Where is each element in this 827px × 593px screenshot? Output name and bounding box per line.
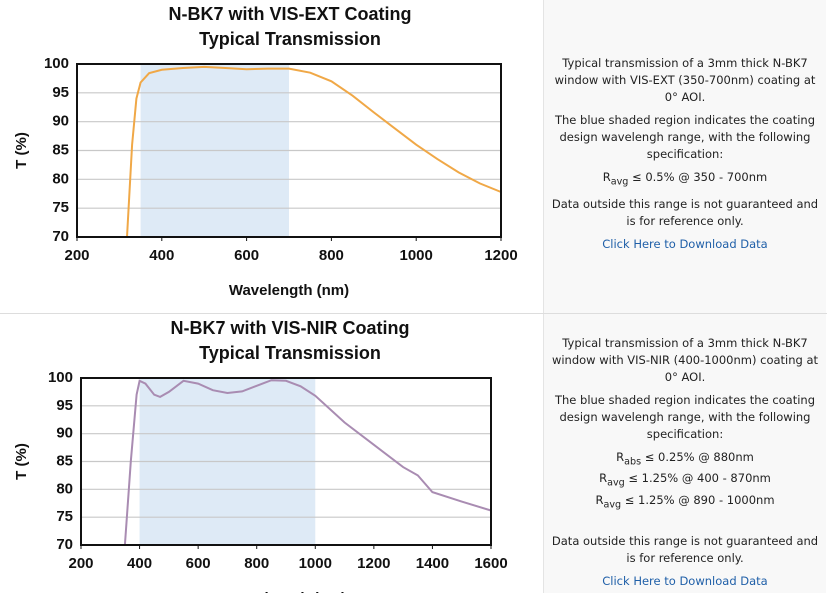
x-tick-label: 200 <box>64 247 89 264</box>
x-axis-label: Wavelength (nm) <box>226 590 346 593</box>
x-tick-label: 600 <box>186 555 211 572</box>
x-tick-label: 1200 <box>484 247 517 264</box>
download-link[interactable]: Click Here to Download Data <box>602 237 768 252</box>
chart-title: Typical Transmission <box>199 29 381 49</box>
spec-text: ≤ 0.5% @ 350 - 700nm <box>632 170 768 184</box>
y-tick-label: 70 <box>56 536 73 553</box>
x-tick-label: 1400 <box>416 555 449 572</box>
chart: N-BK7 with VIS-NIR Coating Typical Transm… <box>13 318 508 593</box>
spec-symbol: R <box>616 450 625 464</box>
x-tick-label: 1000 <box>299 555 332 572</box>
x-tick-label: 1200 <box>357 555 390 572</box>
y-tick-label: 85 <box>52 141 69 158</box>
x-axis-label: Wavelength (nm) <box>229 282 349 299</box>
paragraph: Typical transmission of a 3mm thick N-BK… <box>554 56 816 104</box>
plot-frame <box>80 377 492 546</box>
y-tick-label: 75 <box>52 199 69 216</box>
y-tick-label: 75 <box>56 508 73 525</box>
y-tick-label: 95 <box>56 397 73 414</box>
paragraph: The blue shaded region indicates the coa… <box>554 113 816 161</box>
paragraph: Typical transmission of a 3mm thick N-BK… <box>551 336 819 384</box>
y-tick-label: 90 <box>52 113 69 130</box>
spec-line: Ravg ≤ 1.25% @ 890 - 1000nm <box>548 492 822 513</box>
y-tick-label: 90 <box>56 425 73 442</box>
spec-line: Ravg ≤ 1.25% @ 400 - 870nm <box>548 470 822 491</box>
x-tick-label: 1000 <box>400 247 433 264</box>
x-tick-label: 400 <box>149 247 174 264</box>
data-line <box>123 379 492 546</box>
y-axis-label: T (%) <box>13 132 30 169</box>
spec-symbol: R <box>595 492 604 507</box>
spec-subscript: avg <box>603 498 622 510</box>
row: N-BK7 with VIS-NIR Coating Typical Transm… <box>0 314 827 593</box>
spec-subscript: avg <box>610 176 629 188</box>
note: Data outside this range is not guarantee… <box>551 197 819 229</box>
spec-subscript: avg <box>607 477 625 489</box>
paragraph: The blue shaded region indicates the coa… <box>554 393 816 441</box>
y-tick-label: 85 <box>56 452 73 469</box>
row: N-BK7 with VIS-EXT Coating Typical Transm… <box>0 0 827 314</box>
spec-line: Ravg ≤ 0.5% @ 350 - 700nm <box>548 169 822 190</box>
x-tick-label: 600 <box>234 247 259 264</box>
data-line <box>126 65 502 238</box>
plot-frame <box>76 63 502 238</box>
chart: N-BK7 with VIS-EXT Coating Typical Transm… <box>13 4 518 299</box>
y-tick-label: 80 <box>56 480 73 497</box>
x-tick-label: 800 <box>319 247 344 264</box>
spec-subscript: abs <box>624 456 642 468</box>
spec-list: Rabs ≤ 0.25% @ 880nm Ravg ≤ 1.25% @ 400 -… <box>548 449 822 513</box>
x-tick-label: 400 <box>127 555 152 572</box>
x-tick-label: 200 <box>68 555 93 572</box>
download-link[interactable]: Click Here to Download Data <box>602 573 768 588</box>
spec-symbol: R <box>599 471 608 486</box>
info-panel: Typical transmission of a 3mm thick N-BK… <box>543 314 826 593</box>
spec-text: ≤ 0.25% @ 880nm <box>644 450 754 464</box>
x-tick-label: 1600 <box>474 555 507 572</box>
y-axis-label: T (%) <box>13 443 30 480</box>
spec-symbol: R <box>602 170 611 184</box>
y-tick-label: 100 <box>44 55 69 72</box>
spec-text: ≤ 1.25% @ 890 - 1000nm <box>624 492 775 507</box>
chart-title: N-BK7 with VIS-EXT Coating <box>169 4 412 24</box>
note: Data outside this range is not guarantee… <box>551 533 819 565</box>
chart-title: Typical Transmission <box>199 343 381 363</box>
chart-title: N-BK7 with VIS-NIR Coating <box>171 318 410 338</box>
spec-line: Rabs ≤ 0.25% @ 880nm <box>548 449 822 470</box>
y-tick-label: 70 <box>52 228 69 245</box>
info-panel: Typical transmission of a 3mm thick N-BK… <box>543 0 826 313</box>
x-tick-label: 800 <box>244 555 269 572</box>
spacer <box>548 519 822 533</box>
spec-text: ≤ 1.25% @ 400 - 870nm <box>628 471 771 486</box>
y-tick-label: 100 <box>48 369 73 386</box>
spec-list: Ravg ≤ 0.5% @ 350 - 700nm <box>548 169 822 190</box>
y-tick-label: 80 <box>52 170 69 187</box>
y-tick-label: 95 <box>52 84 69 101</box>
